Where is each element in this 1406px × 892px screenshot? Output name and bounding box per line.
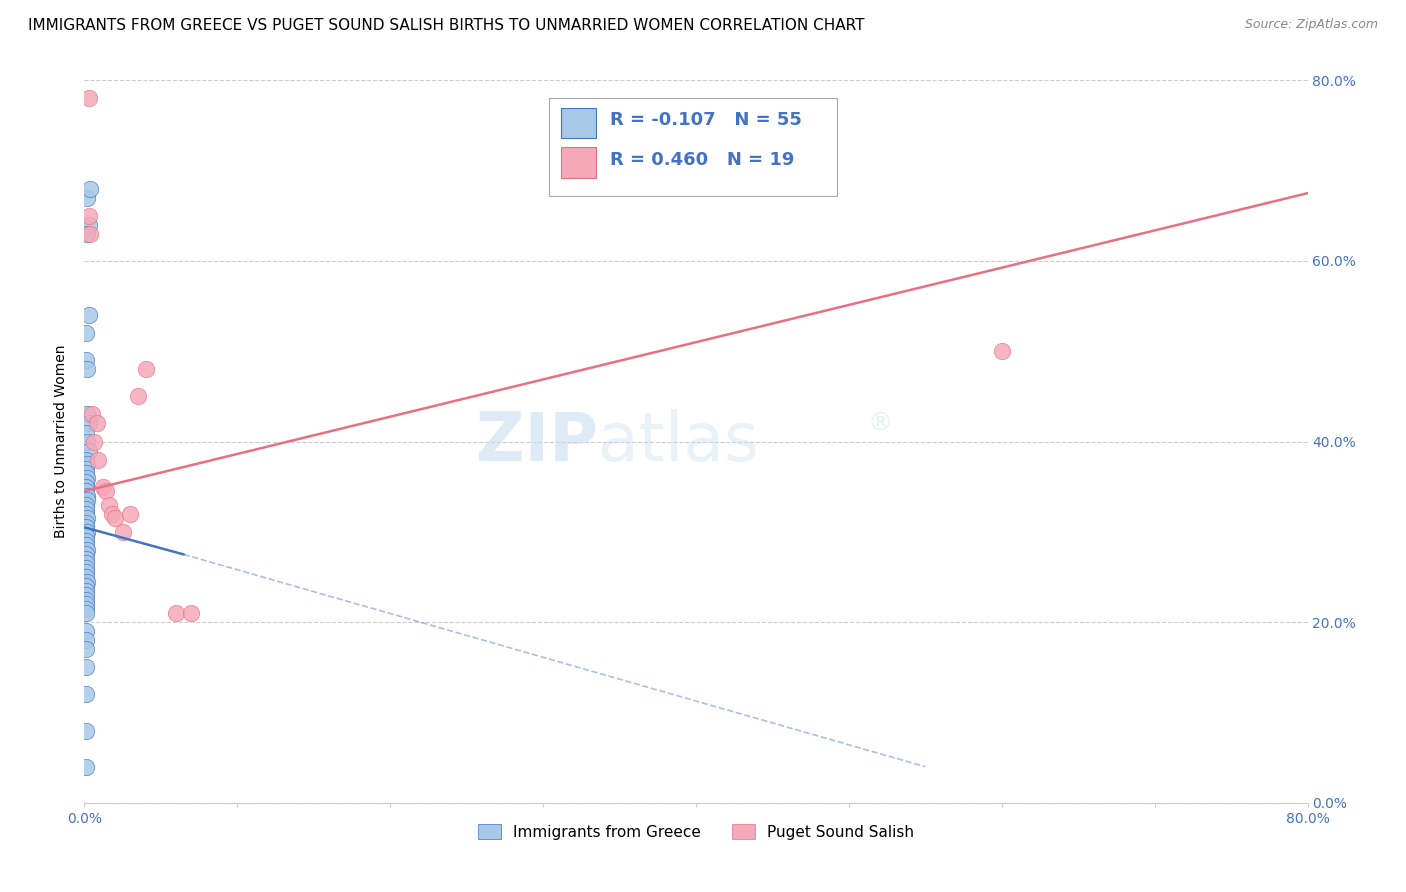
Point bbox=[75, 425, 97, 440]
Point bbox=[75, 557, 97, 571]
Point bbox=[75, 502, 97, 516]
Point bbox=[76, 191, 98, 205]
Point bbox=[76, 471, 98, 485]
Point bbox=[75, 633, 97, 648]
Text: ZIP: ZIP bbox=[477, 409, 598, 475]
Point bbox=[75, 538, 97, 552]
Point bbox=[75, 601, 97, 615]
Point bbox=[76, 542, 98, 557]
Point bbox=[75, 660, 97, 674]
Point bbox=[75, 570, 97, 584]
Point bbox=[75, 760, 97, 774]
Point bbox=[76, 408, 98, 422]
Point bbox=[75, 552, 97, 566]
Text: Source: ZipAtlas.com: Source: ZipAtlas.com bbox=[1244, 18, 1378, 31]
Point bbox=[180, 606, 202, 620]
Point bbox=[76, 574, 98, 589]
Point bbox=[76, 457, 98, 471]
Point bbox=[75, 498, 97, 512]
Point bbox=[75, 484, 97, 499]
Point bbox=[91, 480, 114, 494]
Point bbox=[87, 452, 110, 467]
Point bbox=[75, 588, 97, 602]
Point bbox=[75, 579, 97, 593]
Point bbox=[97, 498, 120, 512]
Point bbox=[75, 687, 97, 701]
Point bbox=[127, 389, 149, 403]
Point bbox=[75, 480, 97, 494]
Point bbox=[75, 566, 97, 580]
Point bbox=[101, 507, 124, 521]
Point bbox=[75, 516, 97, 530]
Point bbox=[76, 362, 98, 376]
Point bbox=[75, 475, 97, 490]
Point bbox=[75, 326, 97, 340]
Point bbox=[77, 91, 100, 105]
Point bbox=[76, 227, 98, 241]
Point bbox=[79, 227, 101, 241]
Point bbox=[79, 182, 101, 196]
Point bbox=[77, 308, 100, 322]
Point bbox=[75, 592, 97, 607]
Point bbox=[111, 524, 134, 539]
FancyBboxPatch shape bbox=[550, 98, 837, 196]
Text: R = -0.107   N = 55: R = -0.107 N = 55 bbox=[610, 111, 803, 129]
Point bbox=[165, 606, 187, 620]
Point bbox=[104, 511, 127, 525]
Point bbox=[75, 461, 97, 475]
Point bbox=[75, 507, 97, 521]
Point bbox=[77, 218, 100, 232]
Point bbox=[76, 524, 98, 539]
Point bbox=[75, 561, 97, 575]
FancyBboxPatch shape bbox=[561, 147, 596, 178]
Point bbox=[75, 353, 97, 368]
Point bbox=[135, 362, 157, 376]
Text: IMMIGRANTS FROM GREECE VS PUGET SOUND SALISH BIRTHS TO UNMARRIED WOMEN CORRELATI: IMMIGRANTS FROM GREECE VS PUGET SOUND SA… bbox=[28, 18, 865, 33]
Text: R = 0.460   N = 19: R = 0.460 N = 19 bbox=[610, 151, 794, 169]
Point bbox=[75, 606, 97, 620]
Point bbox=[76, 511, 98, 525]
Point bbox=[75, 452, 97, 467]
Point bbox=[75, 583, 97, 598]
Point bbox=[80, 408, 103, 422]
Point bbox=[83, 434, 105, 449]
Point bbox=[75, 624, 97, 639]
Point bbox=[86, 417, 108, 431]
Legend: Immigrants from Greece, Puget Sound Salish: Immigrants from Greece, Puget Sound Sali… bbox=[472, 818, 920, 846]
Point bbox=[75, 520, 97, 534]
Point bbox=[94, 484, 117, 499]
Point bbox=[75, 533, 97, 548]
Point bbox=[77, 209, 100, 223]
Point bbox=[75, 548, 97, 562]
Point bbox=[991, 344, 1014, 359]
Text: atlas: atlas bbox=[598, 409, 759, 475]
Point bbox=[77, 443, 100, 458]
Point bbox=[75, 642, 97, 657]
Point bbox=[76, 489, 98, 503]
Point bbox=[75, 529, 97, 543]
FancyBboxPatch shape bbox=[561, 108, 596, 138]
Point bbox=[76, 493, 98, 508]
Point bbox=[77, 417, 100, 431]
Point bbox=[75, 466, 97, 480]
Point bbox=[75, 723, 97, 738]
Point bbox=[76, 434, 98, 449]
Point bbox=[75, 597, 97, 611]
Point bbox=[120, 507, 142, 521]
Y-axis label: Births to Unmarried Women: Births to Unmarried Women bbox=[55, 345, 69, 538]
Text: ®: ® bbox=[868, 411, 893, 435]
